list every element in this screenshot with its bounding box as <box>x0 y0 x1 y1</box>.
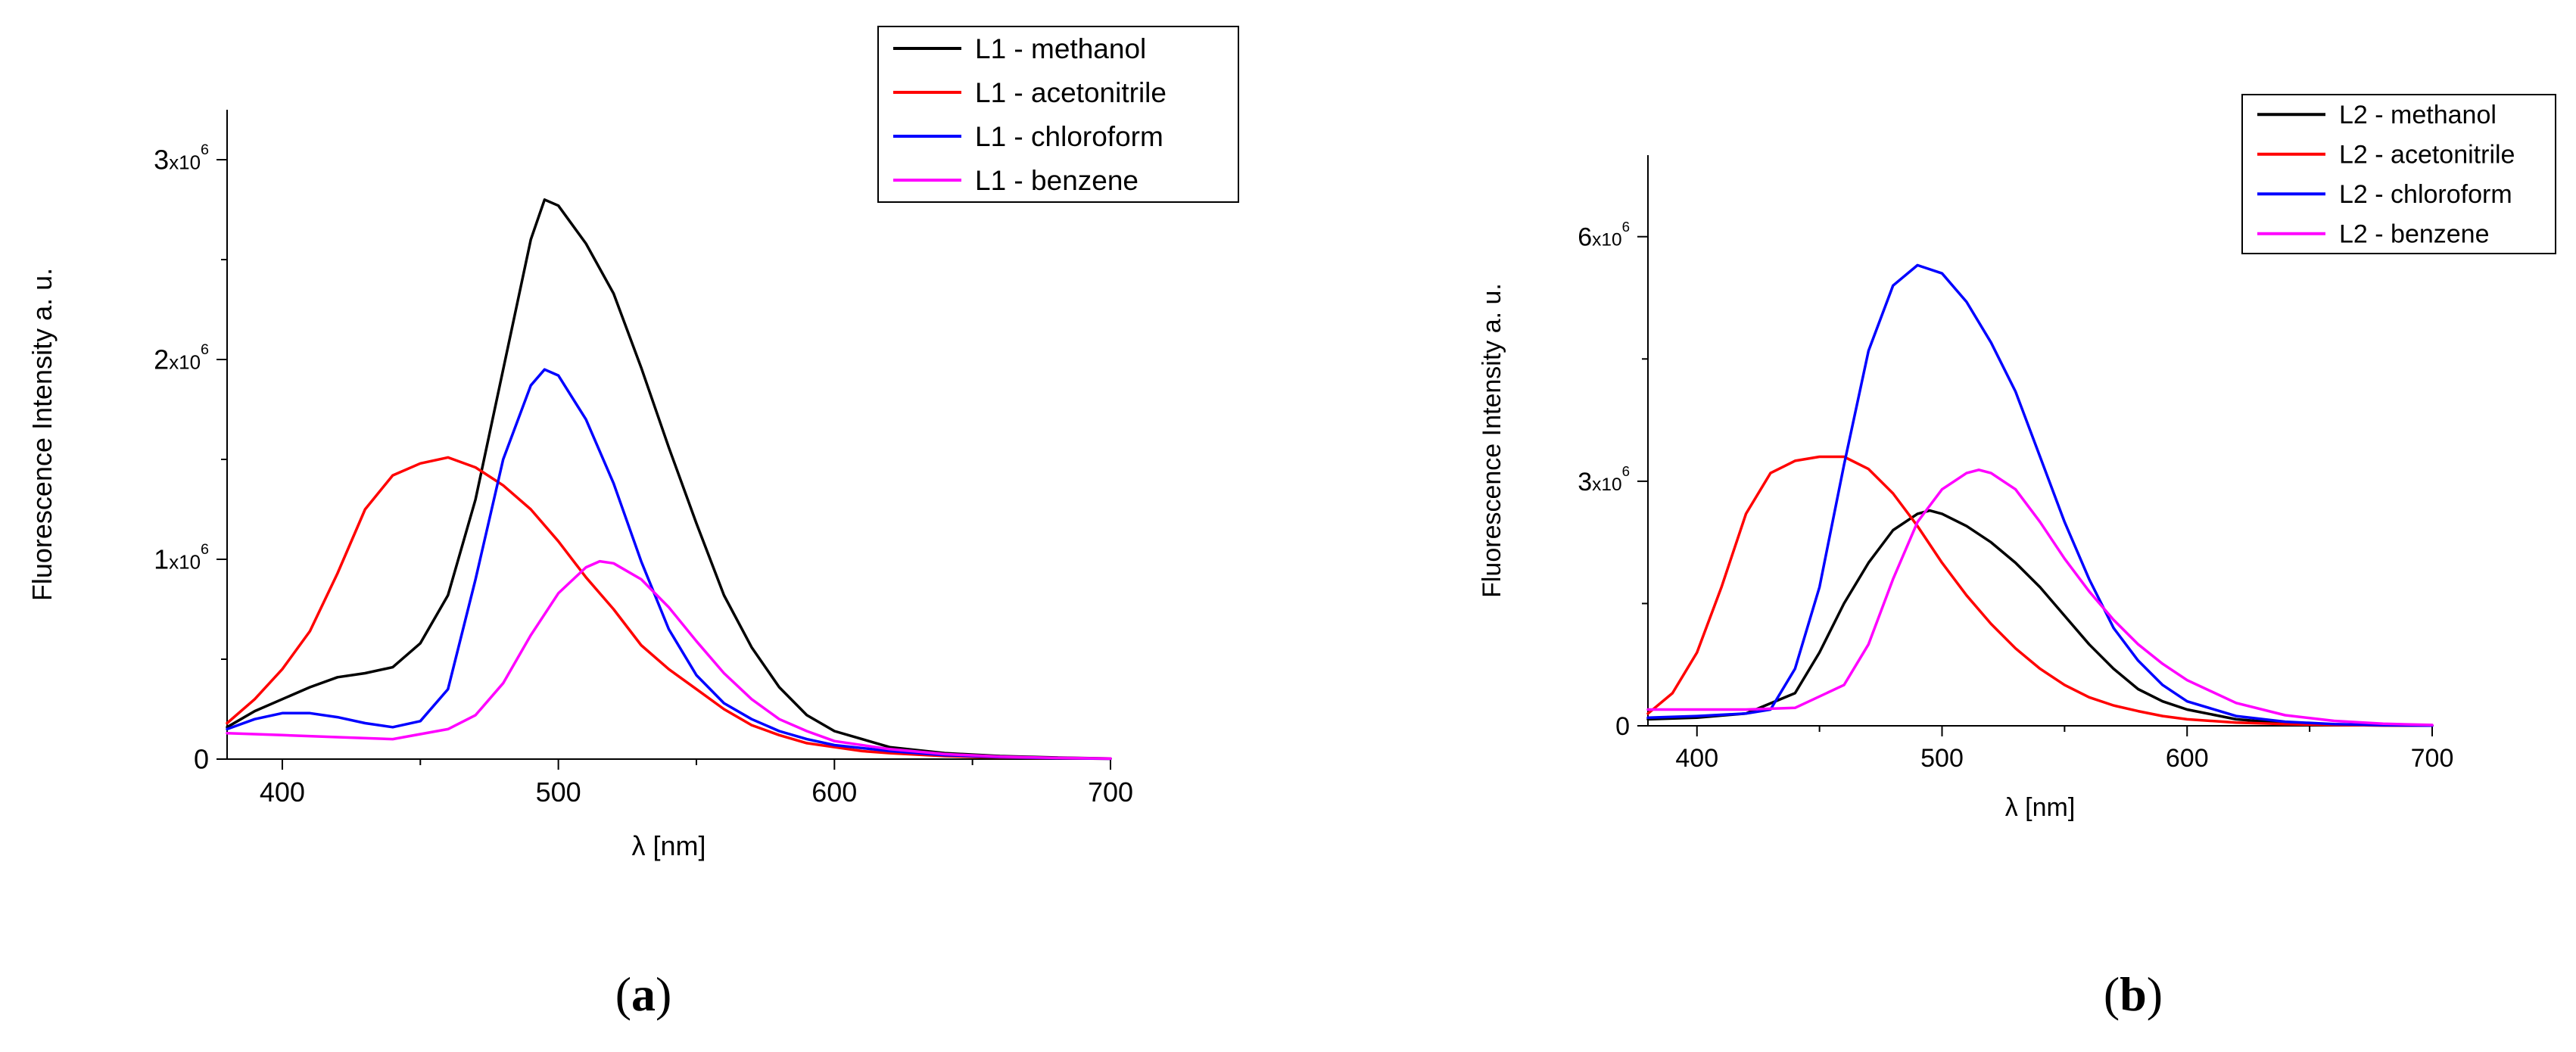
x-tick-label: 400 <box>1675 744 1718 773</box>
y-tick-label: 3x106 <box>154 142 209 176</box>
y-tick-label: 6x106 <box>1578 219 1630 252</box>
x-tick-label: 500 <box>1920 744 1964 773</box>
y-tick-label: 0 <box>1615 712 1630 741</box>
x-axis-label: λ [nm] <box>2005 793 2076 822</box>
legend-box <box>2241 94 2556 254</box>
series-line-3 <box>1646 263 2434 727</box>
x-tick-label: 400 <box>260 777 305 808</box>
legend-label: L2 - acetonitrile <box>2339 141 2515 170</box>
panel-label-a: (a) <box>615 967 672 1021</box>
legend-label: L1 - chloroform <box>975 121 1163 152</box>
x-tick-label: 700 <box>2411 744 2454 773</box>
legend-label: L1 - acetonitrile <box>975 77 1167 108</box>
x-tick-label: 700 <box>1088 777 1133 808</box>
legend-label: L1 - benzene <box>975 165 1138 196</box>
legend-box <box>877 26 1239 203</box>
y-tick-label: 3x106 <box>1578 463 1630 496</box>
series-line-2 <box>1646 455 2434 727</box>
y-axis-label: Fluorescence Intensity a. u. <box>26 268 58 601</box>
y-tick-label: 2x106 <box>154 341 209 375</box>
series-line-3 <box>226 368 1112 761</box>
y-axis-label: Fluorescence Intensity a. u. <box>1478 283 1506 598</box>
chart-panel-b: 400 500 600 700 0 3x106 6x106 λ [nm] Fluorescenc… <box>1478 94 2556 822</box>
legend-label: L1 - methanol <box>975 33 1146 64</box>
series-line-2 <box>226 456 1112 761</box>
legend: L1 - methanol L1 - acetonitrile L1 - chlor… <box>877 26 1239 203</box>
series-line-4 <box>1646 468 2434 727</box>
chart-panel-a: 400 500 600 700 0 1x106 2x106 3x106 λ [nm] Fluore… <box>26 26 1239 861</box>
x-axis-label: λ [nm] <box>631 830 706 861</box>
panel-label-b: (b) <box>2104 967 2163 1021</box>
legend: L2 - methanol L2 - acetonitrile L2 - chlor… <box>2241 94 2556 254</box>
y-tick-label: 1x106 <box>154 541 209 575</box>
x-tick-label: 600 <box>811 777 857 808</box>
y-tick-label: 0 <box>194 744 209 775</box>
x-tick-label: 600 <box>2166 744 2209 773</box>
series-line-1 <box>1646 509 2434 727</box>
series-line-4 <box>226 559 1112 760</box>
legend-label: L2 - methanol <box>2339 101 2497 129</box>
legend-label: L2 - chloroform <box>2339 180 2512 209</box>
series-line-1 <box>226 198 1112 760</box>
legend-label: L2 - benzene <box>2339 220 2490 249</box>
x-tick-label: 500 <box>536 777 581 808</box>
